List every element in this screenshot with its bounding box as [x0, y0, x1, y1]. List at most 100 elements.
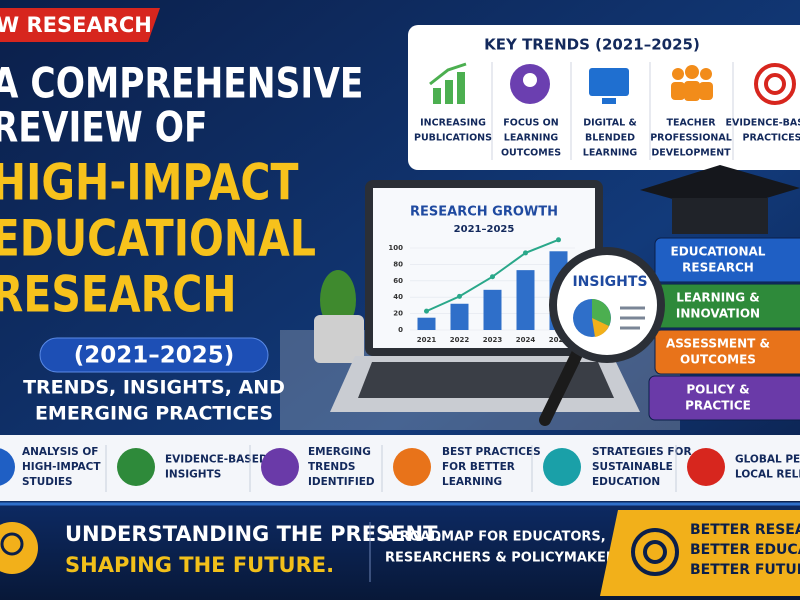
x-tick-label: 2025 [549, 336, 569, 344]
feature-label: EVIDENCE-BASED [165, 454, 268, 466]
book-label: INNOVATION [676, 307, 760, 321]
feature-icon [261, 448, 299, 486]
title-line: RESEARCH [0, 266, 237, 324]
book-label: LEARNING & [676, 291, 759, 305]
years-pill [39, 337, 269, 373]
feature-label: IDENTIFIED [308, 476, 375, 488]
icon-monitor [589, 68, 629, 96]
motto: BETTER EDUCATION. [690, 542, 800, 558]
book-label: POLICY & [686, 383, 749, 397]
motto: BETTER FUTURE. [690, 562, 800, 578]
icon-target [754, 63, 796, 105]
feature-icon [543, 448, 581, 486]
trend-point [556, 237, 561, 243]
book [648, 375, 800, 421]
key-trend-label: LEARNING [504, 133, 559, 144]
x-tick-label: 2021 [417, 336, 437, 344]
trend-point [523, 250, 528, 256]
decor [429, 62, 796, 105]
y-tick-label: 0 [398, 326, 403, 334]
x-tick-label: 2022 [450, 336, 470, 344]
title-line: EDUCATIONAL [0, 210, 316, 268]
key-trends-dividers [491, 62, 734, 160]
decor [429, 62, 467, 86]
bar [417, 317, 436, 330]
trend-point [490, 274, 495, 280]
decor [684, 81, 700, 101]
book-label: OUTCOMES [680, 353, 756, 367]
insight-lines [620, 306, 645, 330]
feature-label: LEARNING [442, 476, 502, 488]
key-trend-label: INCREASING [420, 118, 486, 129]
key-trend-label: DIGITAL & [583, 118, 637, 129]
book-label: ASSESSMENT & [666, 337, 770, 351]
key-trend-label: EVIDENCE-BASED [726, 118, 800, 129]
key-trend-label: OUTCOMES [501, 148, 561, 159]
plant-pot [314, 315, 364, 363]
magnifier-lens [549, 247, 665, 363]
icon-stand [602, 98, 616, 104]
key-trends-title: KEY TRENDS (2021–2025) [484, 36, 700, 54]
pie-slice [592, 318, 609, 337]
decor: EDUCATIONAL RESEARCH LEARNING & INNOVATION A… [648, 237, 800, 421]
decor [685, 65, 699, 79]
title-line: A COMPREHENSIVE [0, 59, 363, 108]
title-line: HIGH-IMPACT [0, 154, 298, 212]
book-label: RESEARCH [682, 261, 754, 275]
book [654, 329, 800, 375]
feature-label: SUSTAINABLE [592, 461, 673, 473]
icon-target-inner [764, 73, 786, 95]
trend-point [424, 308, 429, 314]
headline: SHAPING THE FUTURE. [65, 553, 334, 577]
feature-label: BEST PRACTICES [442, 446, 541, 458]
feature-icon [0, 448, 15, 486]
bar [483, 289, 502, 330]
years: (2021–2025) [74, 343, 235, 369]
feature-label: FOR BETTER [442, 461, 515, 473]
feature-label: TRENDS [308, 461, 356, 473]
bulb-icon [0, 532, 24, 556]
feature-label: STRATEGIES FOR [592, 446, 692, 458]
feature-icon [393, 448, 431, 486]
bar [516, 270, 535, 330]
keyboard [358, 362, 614, 398]
roadmap: RESEARCHERS & POLICYMAKERS [385, 551, 625, 566]
key-trend-label: DEVELOPMENT [651, 148, 731, 159]
trend-point [457, 293, 462, 299]
feature-label: HIGH-IMPACT [22, 461, 101, 473]
y-tick-label: 40 [393, 293, 403, 301]
bar [450, 303, 469, 330]
key-trend-label: LEARNING [583, 148, 638, 159]
target-icon [631, 528, 679, 576]
key-trend-label: FOCUS ON [503, 118, 558, 129]
decor [699, 82, 713, 100]
book [654, 237, 800, 283]
icon-growth [429, 62, 467, 104]
icon-bulb [523, 73, 537, 87]
key-trend-label: PUBLICATIONS [414, 133, 492, 144]
feature-icon [687, 448, 725, 486]
book-label: EDUCATIONAL [671, 245, 766, 259]
magnifier-handle [539, 346, 584, 426]
book-label: PRACTICE [685, 399, 751, 413]
pie-slice [592, 299, 611, 326]
decor [457, 72, 465, 104]
feature-label: GLOBAL PERSPECTIVES, [735, 454, 800, 466]
roadmap: A ROADMAP FOR EDUCATORS, [385, 530, 606, 545]
chart-title: RESEARCH GROWTH [410, 205, 558, 220]
insights-label: INSIGHTS [572, 274, 647, 290]
key-trend-label: PRACTICES [743, 133, 800, 144]
decor [445, 80, 453, 104]
grad-cap-base [672, 198, 768, 234]
tag-label: W RESEARCH [0, 13, 152, 37]
target-icon-inner [643, 540, 667, 564]
feature-label: EDUCATION [592, 476, 660, 488]
decor [672, 68, 684, 80]
motto: BETTER RESEARCH. [690, 522, 800, 538]
y-tick-label: 80 [393, 260, 403, 268]
icon-people [671, 65, 713, 101]
feature-icon [117, 448, 155, 486]
decor [433, 88, 441, 104]
